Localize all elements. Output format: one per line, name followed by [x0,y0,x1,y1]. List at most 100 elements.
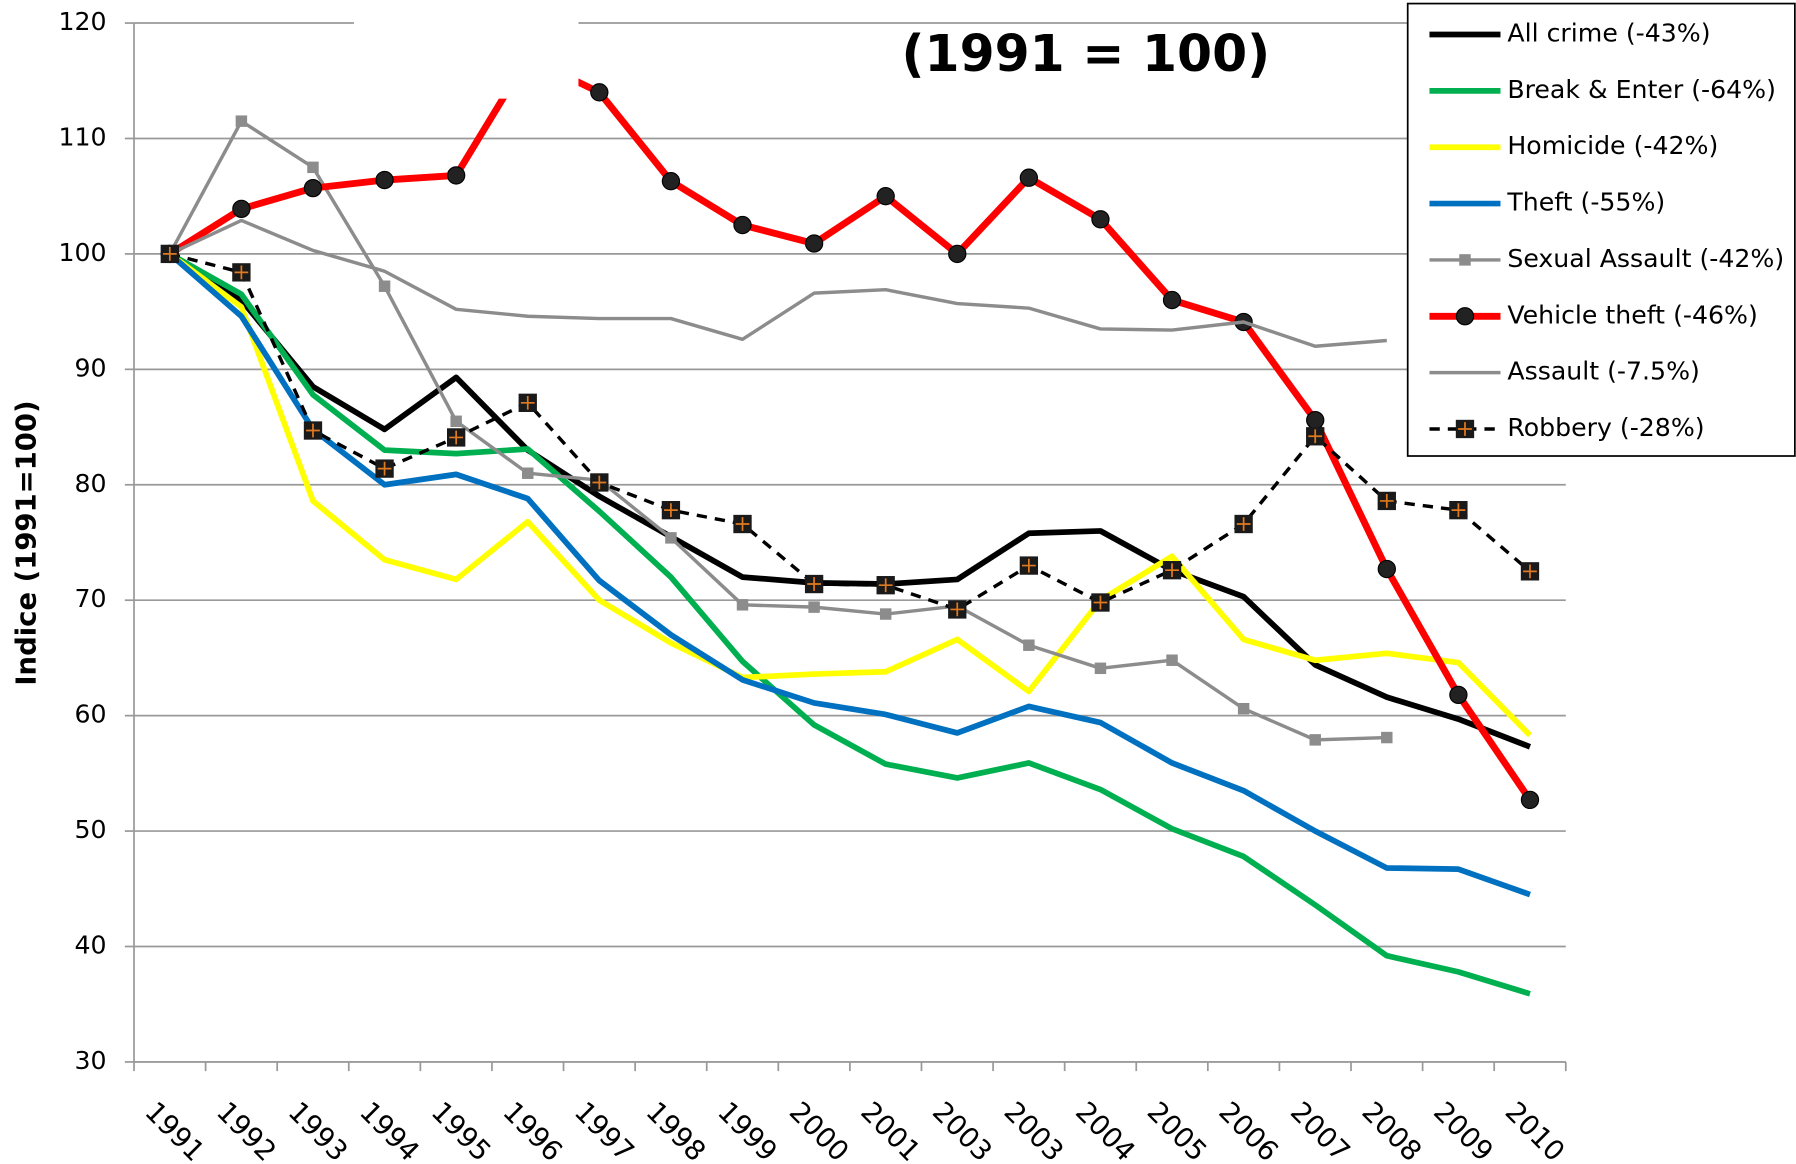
x-tick-label: 1993 [282,1096,354,1164]
chart-title: (1991 = 100) [902,24,1271,83]
x-tick-label: 1992 [210,1096,282,1164]
x-tick-label: 2007 [1284,1096,1356,1164]
x-tick-label: 2008 [1356,1096,1428,1164]
marker [1455,307,1475,326]
legend: All crime (-43%) Break & Enter (-64%) Homi… [1406,2,1796,457]
marker-cross [592,475,607,490]
marker-cross [234,265,249,280]
series-line [169,252,1532,612]
x-tick-label: 1999 [711,1096,783,1164]
marker-cross [1451,503,1466,518]
x-tick-label: 2001 [854,1096,926,1164]
marker [1019,168,1039,187]
x-tick-label: 1995 [425,1096,497,1164]
marker [1166,654,1178,666]
marker [808,601,820,613]
marker [446,166,466,185]
marker [1306,410,1325,430]
marker-cross [664,503,678,518]
y-tick-label: 120 [58,7,106,36]
marker [307,161,319,174]
series-line [167,251,1531,898]
y-tick-label: 70 [74,584,106,613]
x-tick-label: 2000 [783,1096,855,1164]
marker [1459,254,1471,266]
legend-label: Break & Enter (-64%) [1507,75,1776,104]
series-line [169,218,1387,348]
y-tick-label: 40 [74,930,106,959]
marker [1309,734,1321,746]
marker [1023,639,1035,651]
marker [1091,210,1110,229]
marker [450,415,462,428]
y-tick-label: 50 [74,815,106,844]
marker-cross [807,577,821,591]
marker [1520,790,1540,810]
series-line [168,251,1532,750]
legend-label: Robbery (-28%) [1507,413,1704,442]
y-tick-label: 110 [58,122,106,151]
x-tick-label: 1996 [497,1096,569,1164]
series-line [167,54,1533,802]
y-tick-label: 90 [74,353,106,382]
marker [1381,731,1393,744]
x-tick-label: 1997 [568,1096,640,1164]
marker [232,199,251,219]
title-background [353,0,579,99]
legend-label: All crime (-43%) [1507,18,1710,47]
marker-cross [162,247,177,261]
marker-cross [1236,517,1251,531]
marker-cross [1308,429,1323,444]
x-tick-label: 2004 [1069,1096,1141,1164]
marker [590,83,609,102]
y-tick-label: 100 [58,238,106,267]
marker [733,215,752,235]
x-tick-label: 2003 [926,1096,998,1164]
marker [876,187,895,206]
marker [375,170,394,190]
marker [1094,662,1107,675]
x-tick-label: 1994 [353,1096,425,1164]
marker-cross [449,430,464,445]
legend-label: Sexual Assault (-42%) [1507,244,1784,273]
marker [303,178,323,198]
x-tick-label: 2006 [1212,1096,1284,1164]
marker [522,467,534,479]
marker [1449,685,1468,705]
y-axis-label: Indice (1991=100) [10,400,42,685]
marker [665,532,677,544]
marker-cross [1021,558,1036,573]
marker-cross [1523,564,1537,579]
series-line [168,119,1387,742]
legend-label: Homicide (-42%) [1507,131,1718,160]
x-tick-label: 1991 [139,1096,211,1164]
marker-cross [1379,494,1394,508]
marker [736,599,749,611]
marker [378,280,391,292]
marker-cross [950,602,965,617]
marker-cross [735,517,750,531]
x-tick-label: 2005 [1141,1096,1213,1164]
marker [879,608,892,620]
marker-cross [878,578,893,593]
marker [661,172,681,191]
marker [235,115,248,127]
y-tick-label: 80 [74,469,106,498]
marker [804,234,824,253]
series-line [168,251,1533,738]
legend-box [1406,2,1796,457]
x-tick-label: 1998 [640,1096,712,1164]
marker [1377,559,1396,579]
marker-cross [377,461,392,476]
marker [1162,290,1182,310]
marker-cross [520,395,535,410]
legend-label: Vehicle theft (-46%) [1507,300,1757,329]
series-line [168,251,1531,997]
marker-cross [1093,595,1108,610]
marker-cross [1165,563,1179,578]
legend-label: Theft (-55%) [1506,188,1665,217]
x-tick-label: 2009 [1427,1096,1499,1164]
y-tick-label: 30 [74,1046,106,1075]
